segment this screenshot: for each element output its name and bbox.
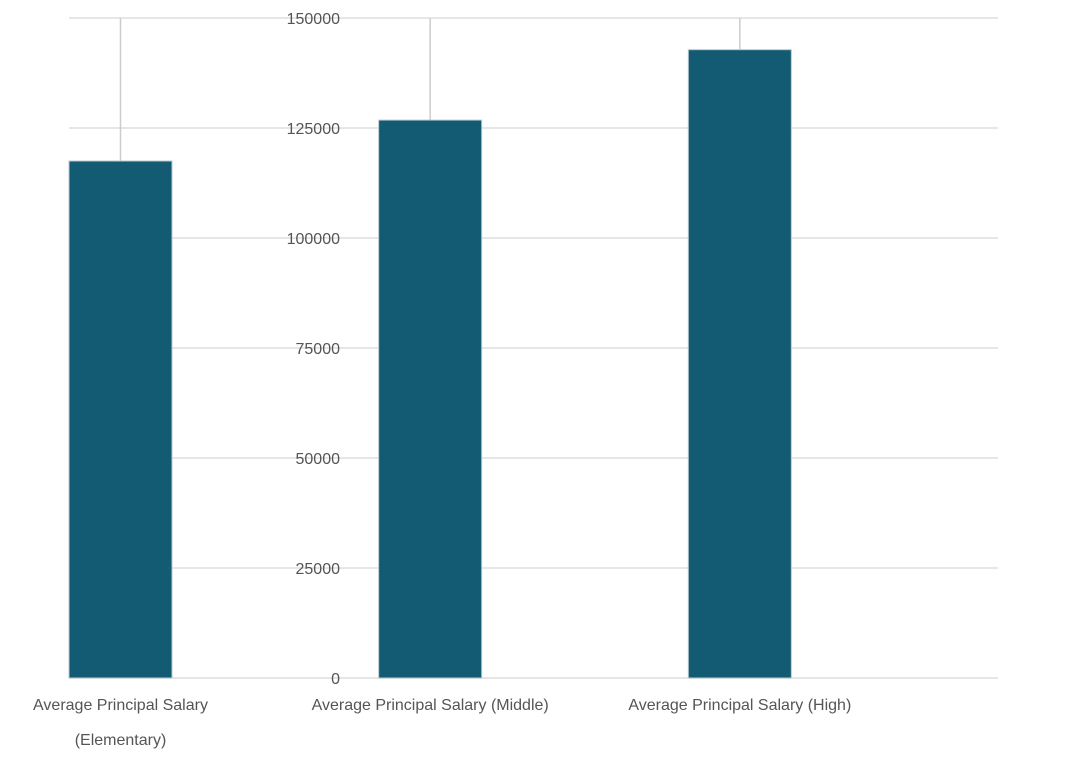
bar [687,49,792,679]
y-tick-label: 25000 [296,561,341,578]
x-tick-label: Average Principal Salary (High) [628,697,851,714]
y-tick-label: 75000 [296,341,341,358]
x-tick-label: (Elementary) [75,732,167,749]
y-tick-label: 150000 [287,11,340,28]
x-tick-label: Average Principal Salary (Middle) [312,697,549,714]
y-tick-label: 125000 [287,121,340,138]
x-axis-tick-labels: Average Principal Salary (Elementary) Aver… [33,697,851,749]
y-tick-label: 100000 [287,231,340,248]
y-tick-label: 0 [331,671,340,688]
bar [378,119,483,679]
bar [68,160,173,679]
grid-layer [69,17,998,679]
y-tick-label: 50000 [296,451,341,468]
y-axis-tick-labels: 0 25000 50000 75000 100000 125000 150000 [287,11,340,688]
x-tick-label: Average Principal Salary [33,697,208,714]
bar-layer [68,49,792,679]
